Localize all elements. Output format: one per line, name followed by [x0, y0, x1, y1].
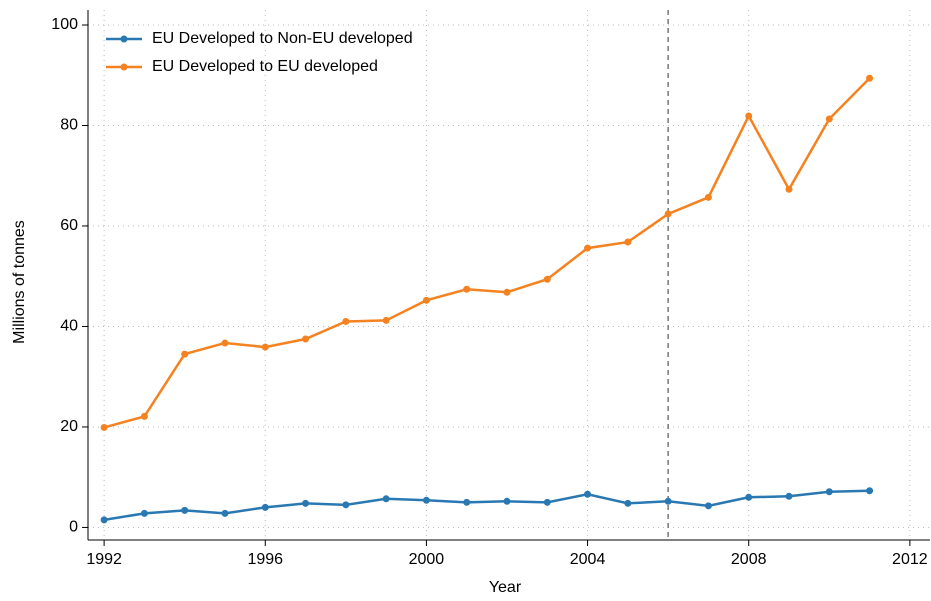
data-point [342, 317, 350, 325]
data-point [745, 112, 753, 120]
data-point [624, 499, 632, 507]
data-point [261, 343, 269, 351]
data-point [100, 516, 108, 524]
data-point [503, 288, 511, 296]
data-point [664, 210, 672, 218]
y-tick-label: 20 [60, 418, 78, 435]
data-point [704, 193, 712, 201]
legend-marker [120, 63, 128, 71]
y-tick-label: 40 [60, 318, 78, 335]
x-tick-label: 1996 [247, 551, 283, 568]
data-point [221, 339, 229, 347]
data-point [382, 495, 390, 503]
data-point [866, 74, 874, 82]
y-tick-label: 100 [51, 16, 78, 33]
data-point [825, 488, 833, 496]
x-tick-label: 1992 [86, 551, 122, 568]
data-point [382, 316, 390, 324]
data-point [422, 296, 430, 304]
data-point [624, 238, 632, 246]
x-axis-label: Year [489, 579, 522, 596]
data-point [140, 412, 148, 420]
data-point [140, 509, 148, 517]
data-point [503, 497, 511, 505]
data-point [785, 492, 793, 500]
data-point [181, 506, 189, 514]
data-point [342, 501, 350, 509]
data-point [261, 503, 269, 511]
y-tick-label: 60 [60, 217, 78, 234]
data-point [664, 497, 672, 505]
x-tick-label: 2000 [409, 551, 445, 568]
data-point [463, 498, 471, 506]
data-point [704, 502, 712, 510]
data-point [866, 487, 874, 495]
data-point [543, 498, 551, 506]
data-point [302, 335, 310, 343]
data-point [543, 275, 551, 283]
data-point [745, 493, 753, 501]
y-axis-label: Millions of tonnes [11, 220, 28, 344]
data-point [422, 496, 430, 504]
series-line [103, 77, 871, 429]
legend-label: EU Developed to EU developed [152, 58, 378, 75]
data-point [221, 509, 229, 517]
data-point [181, 350, 189, 358]
legend-marker [120, 35, 128, 43]
data-point [463, 285, 471, 293]
x-tick-label: 2012 [892, 551, 928, 568]
data-point [100, 423, 108, 431]
x-tick-label: 2008 [731, 551, 767, 568]
legend-label: EU Developed to Non-EU developed [152, 30, 413, 47]
y-tick-label: 0 [69, 519, 78, 536]
data-point [825, 115, 833, 123]
x-tick-label: 2004 [570, 551, 606, 568]
data-point [584, 244, 592, 252]
data-point [584, 490, 592, 498]
data-point [785, 185, 793, 193]
data-point [302, 499, 310, 507]
series-line [103, 489, 870, 522]
y-tick-label: 80 [60, 117, 78, 134]
